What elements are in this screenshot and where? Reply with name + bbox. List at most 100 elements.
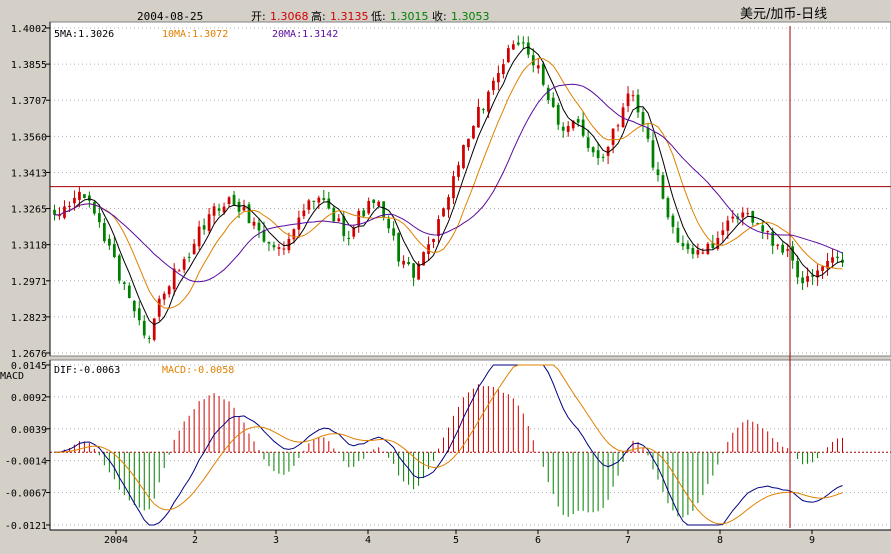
candle-down — [636, 94, 640, 113]
x-tick-label: 4 — [365, 535, 371, 546]
candle-up — [367, 200, 371, 214]
candle-down — [407, 261, 410, 265]
macd-label: MACD:-0.0058 — [162, 365, 234, 376]
x-tick-label: 5 — [453, 535, 459, 546]
candle-up — [506, 48, 510, 63]
candle-down — [107, 238, 111, 246]
candle-up — [492, 80, 495, 91]
candle-down — [262, 230, 266, 242]
candle-down — [332, 207, 336, 222]
candle-up — [422, 252, 425, 266]
macd-panel[interactable] — [49, 359, 891, 531]
candle-up — [442, 208, 445, 217]
candle-down — [671, 215, 675, 227]
candle-up — [511, 44, 515, 50]
x-tick-label: 7 — [625, 535, 631, 546]
candle-up — [731, 216, 735, 219]
price-tick-label: 1.3265 — [11, 205, 47, 216]
candle-down — [586, 137, 590, 148]
candle-down — [556, 104, 560, 125]
candle-up — [58, 215, 61, 217]
candle-up — [621, 107, 625, 128]
candle-down — [791, 246, 795, 261]
candle-down — [836, 256, 839, 259]
candle-up — [427, 244, 430, 254]
ma10-line — [54, 57, 843, 309]
x-tick-label: 8 — [717, 535, 723, 546]
candle-down — [526, 42, 530, 55]
candle-down — [88, 195, 91, 201]
candle-up — [497, 73, 500, 83]
price-tick-label: 1.3855 — [11, 60, 47, 71]
candle-up — [566, 126, 570, 132]
candle-down — [53, 209, 56, 215]
candle-up — [182, 259, 186, 270]
candle-down — [342, 216, 346, 237]
candle-up — [242, 206, 246, 211]
x-tick-label: 6 — [535, 535, 541, 546]
candle-up — [477, 106, 480, 128]
candle-up — [626, 93, 630, 107]
candle-up — [152, 318, 156, 340]
candle-up — [611, 128, 615, 145]
candle-down — [482, 109, 485, 111]
candle-up — [287, 238, 291, 251]
candle-down — [711, 242, 715, 248]
candle-up — [696, 250, 700, 255]
price-tick-label: 1.3413 — [11, 168, 47, 179]
price-panel[interactable] — [49, 21, 891, 357]
candle-down — [601, 156, 605, 158]
price-tick-label: 1.2676 — [11, 349, 47, 360]
open-value: 1.3068 — [270, 10, 309, 23]
candle-up — [821, 266, 824, 271]
candle-up — [337, 218, 341, 222]
ma5-line — [54, 46, 843, 326]
macd-grid — [50, 364, 891, 526]
macd-axis: 0.0145 0.0092 0.0039 -0.0014 -0.0067 -0.0121 — [5, 360, 51, 532]
candle-up — [616, 125, 620, 127]
candle-up — [432, 239, 435, 243]
price-tick-label: 1.3560 — [11, 132, 47, 143]
candle-down — [257, 222, 261, 231]
candle-up — [776, 244, 780, 246]
candle-down — [546, 87, 550, 101]
macd-tick-label: 0.0145 — [11, 361, 47, 372]
candle-down — [551, 97, 555, 108]
candle-up — [292, 229, 296, 240]
candle-up — [78, 191, 81, 200]
candle-down — [681, 243, 685, 247]
candle-down — [382, 201, 386, 218]
candle-down — [98, 213, 101, 223]
candle-up — [741, 212, 745, 218]
candle-up — [357, 211, 361, 226]
candle-up — [302, 210, 306, 217]
instrument-title: 美元/加币-日线 — [740, 7, 827, 22]
candle-down — [392, 228, 396, 236]
candle-down — [247, 204, 251, 224]
candle-down — [521, 42, 525, 44]
candle-down — [327, 198, 331, 209]
price-tick-label: 1.3707 — [11, 96, 47, 107]
candle-up — [467, 138, 470, 148]
candle-up — [197, 226, 201, 247]
candle-up — [501, 64, 505, 75]
candle-down — [102, 223, 106, 242]
candle-down — [387, 219, 391, 229]
price-tick-label: 1.2823 — [11, 313, 47, 324]
price-tick-label: 1.3118 — [11, 241, 47, 252]
candle-up — [806, 276, 809, 282]
low-value: 1.3015 — [390, 10, 429, 23]
candle-up — [726, 220, 730, 231]
candle-down — [397, 233, 400, 262]
candle-down — [132, 300, 136, 312]
candle-down — [147, 338, 151, 340]
candles — [53, 35, 844, 344]
candle-down — [112, 244, 116, 258]
macd-histogram — [58, 384, 844, 518]
ma5-label: 5MA:1.3026 — [54, 29, 114, 40]
candle-down — [796, 260, 799, 278]
candle-up — [701, 252, 705, 254]
candle-up — [68, 205, 71, 207]
macd-tick-label: -0.0067 — [5, 489, 47, 500]
candle-down — [232, 194, 236, 205]
